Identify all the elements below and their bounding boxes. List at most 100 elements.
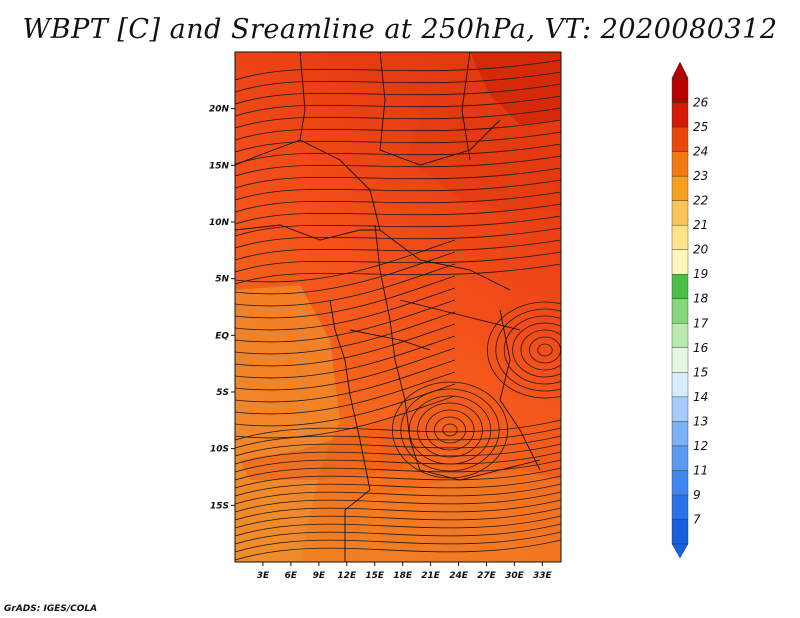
colorbar-label: 16 xyxy=(693,341,709,355)
warm-band-south xyxy=(240,400,440,480)
streamline xyxy=(235,507,561,529)
colorbar-label: 22 xyxy=(693,194,708,208)
colorbar-swatch xyxy=(671,274,689,299)
colorbar-label: 14 xyxy=(693,390,708,404)
streamline xyxy=(235,203,561,225)
streamline xyxy=(235,323,456,367)
lon-tick-label: 6E xyxy=(285,571,298,581)
streamline xyxy=(235,263,561,285)
streamline-vortex xyxy=(487,301,561,399)
streamline xyxy=(235,143,561,165)
lat-tick-label: 15S xyxy=(210,501,229,511)
streamline xyxy=(235,467,561,489)
streamline-vortex xyxy=(433,416,466,444)
colorbar-swatch xyxy=(671,151,689,177)
colorbar-label: 9 xyxy=(693,488,701,502)
colorbar: 7 9 11 12 13 14 15 16 17 18 19 20 21 22 23 24 25 26 xyxy=(671,61,709,559)
streamline xyxy=(235,59,561,81)
streamline xyxy=(235,311,456,355)
streamline-vortex xyxy=(400,388,500,472)
streamline xyxy=(235,239,561,261)
streamline xyxy=(235,483,561,505)
colorbar-swatch xyxy=(671,519,689,545)
streamline xyxy=(235,167,561,189)
streamline-vortex xyxy=(391,381,508,479)
colorbar-swatch xyxy=(671,175,689,201)
streamline xyxy=(235,523,561,545)
streamline xyxy=(235,395,456,439)
warm-core-northeast xyxy=(470,52,561,125)
streamline xyxy=(235,347,456,391)
lat-tick-label: 5N xyxy=(215,275,229,285)
colorbar-min-arrow xyxy=(671,543,689,559)
lat-tick-label: EQ xyxy=(215,331,229,341)
streamline xyxy=(235,475,561,497)
colorbar-label: 25 xyxy=(693,120,708,134)
longitude-axis: 3E 6E 9E 12E 15E 18E 21E 24E 27E 30E 33E xyxy=(257,562,553,581)
colorbar-swatch xyxy=(671,372,689,398)
lon-tick-label: 15E xyxy=(365,571,385,581)
map-frame xyxy=(234,51,562,563)
colorbar-swatch xyxy=(671,200,689,226)
lon-tick-label: 30E xyxy=(505,571,525,581)
colorbar-label: 26 xyxy=(693,96,709,110)
streamline-vortex xyxy=(442,423,458,437)
streamline-vortex xyxy=(512,322,561,378)
colorbar-label: 24 xyxy=(693,145,708,159)
streamline-vortex xyxy=(495,308,561,392)
colorbar-swatch xyxy=(671,323,689,348)
colorbar-swatch xyxy=(671,298,689,324)
grads-credit: GrADS: IGES/COLA xyxy=(4,604,98,614)
lon-tick-label: 33E xyxy=(533,571,553,581)
streamline xyxy=(235,95,561,117)
streamline xyxy=(235,155,561,177)
map-panel xyxy=(234,51,562,563)
streamline xyxy=(235,275,456,319)
streamline xyxy=(235,443,561,465)
colorbar-label: 18 xyxy=(693,292,709,306)
colorbar-label: 17 xyxy=(693,316,709,330)
streamline-vortex xyxy=(520,329,561,371)
streamline xyxy=(235,131,561,153)
streamline xyxy=(235,191,561,213)
lon-tick-label: 12E xyxy=(337,571,357,581)
colorbar-max-arrow xyxy=(671,61,689,79)
streamline xyxy=(235,459,561,481)
streamline xyxy=(235,531,561,553)
country-borders xyxy=(235,52,541,562)
streamline xyxy=(235,359,456,403)
colorbar-swatch xyxy=(671,126,689,152)
streamlines xyxy=(235,59,561,561)
colorbar-label: 13 xyxy=(693,414,708,428)
streamline-vortex xyxy=(537,343,553,357)
streamline xyxy=(235,427,561,449)
streamline xyxy=(235,107,561,129)
streamline xyxy=(235,263,456,307)
streamline xyxy=(235,515,561,537)
streamline xyxy=(235,119,561,141)
streamline xyxy=(235,539,561,561)
colorbar-label: 12 xyxy=(693,439,708,453)
streamline xyxy=(235,287,456,331)
streamline xyxy=(235,491,561,513)
colorbar-swatch xyxy=(671,224,689,250)
streamline xyxy=(235,419,561,441)
colorbar-swatch xyxy=(671,249,689,275)
colorbar-swatch xyxy=(671,445,689,471)
lon-tick-label: 24E xyxy=(449,571,469,581)
colorbar-swatch xyxy=(671,421,689,447)
lon-tick-label: 9E xyxy=(313,571,326,581)
streamline-vortex xyxy=(417,402,483,458)
chart-title: WBPT [C] and Sreamline at 250hPa, VT: 20… xyxy=(22,14,778,45)
streamline xyxy=(235,215,561,237)
lon-tick-label: 21E xyxy=(421,571,441,581)
cool-region-southwest xyxy=(235,285,340,562)
colorbar-label: 21 xyxy=(693,218,708,232)
lon-tick-label: 27E xyxy=(477,571,497,581)
lat-tick-label: 10S xyxy=(210,445,229,455)
colorbar-swatch xyxy=(671,470,689,496)
colorbar-swatch xyxy=(671,396,689,422)
streamline xyxy=(235,251,456,295)
latitude-axis: 20N 15N 10N 5N EQ 5S 10S 15S xyxy=(209,105,235,511)
